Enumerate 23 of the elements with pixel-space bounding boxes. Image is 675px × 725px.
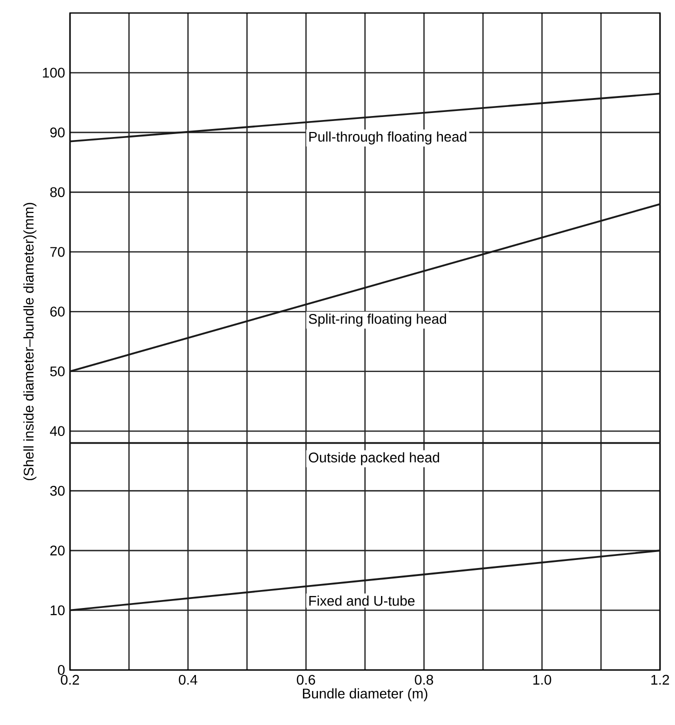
y-tick-label: 70 [50, 246, 65, 257]
x-axis-title: Bundle diameter (m) [302, 688, 428, 702]
y-tick-label: 30 [50, 486, 65, 496]
y-axis-title: (Shell inside diameter–bundle diameter)(mm) [23, 202, 36, 480]
x-tick-label: 1.2 [651, 674, 670, 685]
y-tick-label: 90 [50, 128, 65, 138]
x-tick-label: 1.0 [533, 674, 552, 685]
y-tick-label: 50 [50, 366, 65, 376]
y-tick-label: 40 [50, 426, 65, 436]
y-tick-label: 20 [50, 546, 65, 556]
x-tick-label: 0.6 [296, 674, 316, 685]
series-label: Outside packed head [308, 452, 440, 466]
y-tick-label: 60 [50, 306, 65, 317]
x-tick-label: 0.8 [414, 674, 434, 685]
series-label: Pull-through floating head [309, 131, 466, 144]
y-tick-label: 80 [50, 187, 65, 198]
x-tick-label: 0.2 [60, 674, 79, 685]
y-tick-label: 100 [42, 68, 65, 78]
y-tick-label: 10 [50, 605, 65, 616]
series-label: Fixed and U-tube [309, 596, 415, 606]
x-tick-label: 0.4 [178, 674, 198, 685]
y-tick-label: 0 [58, 665, 65, 675]
series-label: Split-ring floating head [308, 314, 446, 327]
